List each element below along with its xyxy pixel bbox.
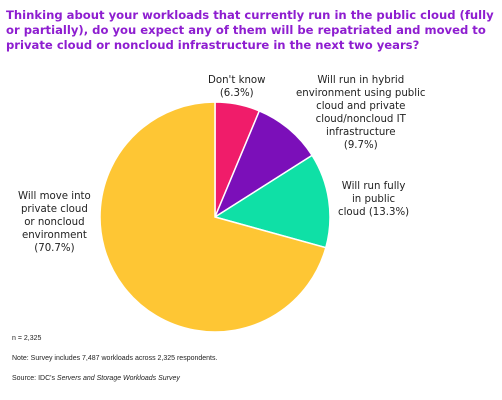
chart-title: Thinking about your workloads that curre… — [6, 8, 494, 52]
label-private-cloud: Will move into private cloud or noncloud… — [18, 191, 91, 254]
source-prefix: Source: IDC's — [12, 375, 57, 382]
label-dont-know: Don't know (6.3%) — [208, 75, 266, 99]
label-public-cloud: Will run fully in public cloud (13.3%) — [338, 181, 410, 218]
survey-note: Note: Survey includes 7,487 workloads ac… — [12, 355, 218, 362]
pie-slice-3 — [99, 101, 327, 333]
source-title: Servers and Storage Workloads Survey — [56, 375, 180, 382]
sample-size: n = 2,325 — [12, 335, 42, 342]
label-hybrid: Will run in hybrid environment using pub… — [296, 75, 426, 151]
source-line: Source: IDC's Servers and Storage Worklo… — [12, 375, 180, 382]
